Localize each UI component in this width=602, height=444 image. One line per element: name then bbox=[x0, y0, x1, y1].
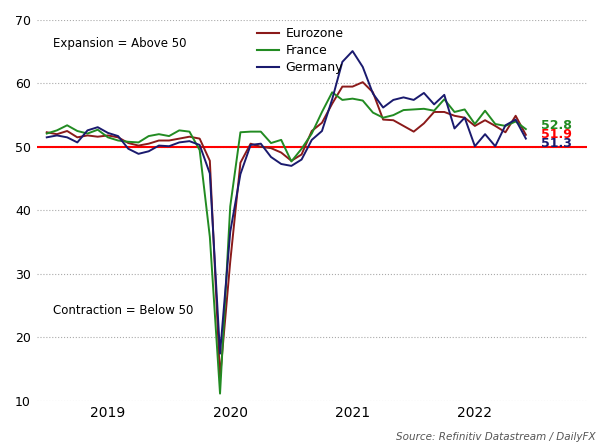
Text: Expansion = Above 50: Expansion = Above 50 bbox=[53, 37, 187, 50]
Text: 51.3: 51.3 bbox=[541, 137, 572, 150]
Legend: Eurozone, France, Germany: Eurozone, France, Germany bbox=[252, 23, 349, 79]
Text: 51.9: 51.9 bbox=[541, 128, 572, 141]
Text: 52.8: 52.8 bbox=[541, 119, 572, 132]
Text: Source: Refinitiv Datastream / DailyFX: Source: Refinitiv Datastream / DailyFX bbox=[396, 432, 596, 442]
Text: Contraction = Below 50: Contraction = Below 50 bbox=[53, 304, 193, 317]
